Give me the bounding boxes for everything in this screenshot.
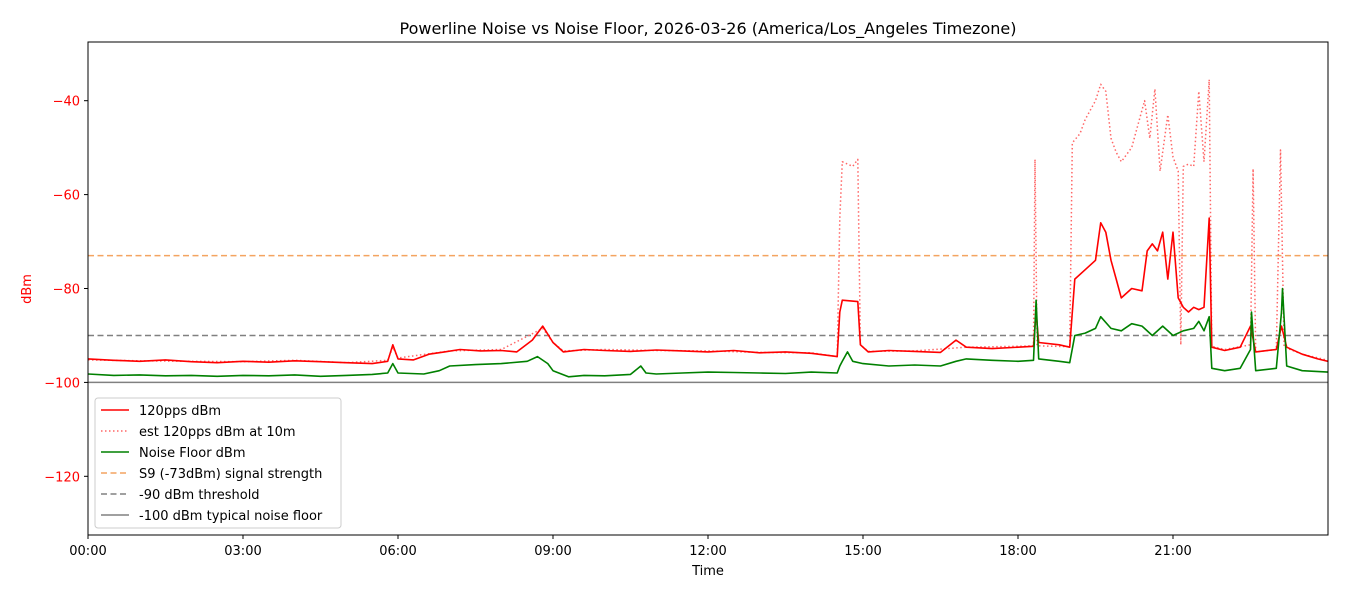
series-line-1 xyxy=(88,78,1328,364)
legend-box xyxy=(94,397,342,529)
y-axis-label: dBm xyxy=(20,274,35,304)
legend-label-5: -100 dBm typical noise floor xyxy=(139,509,323,524)
legend: 120pps dBm est 120pps dBm at 10m Noise Flo… xyxy=(94,397,342,529)
legend-label-2: Noise Floor dBm xyxy=(139,446,246,461)
series-line-2 xyxy=(88,287,1328,378)
y-tick-label-0: −40 xyxy=(53,95,80,110)
y-tick-label-3: −100 xyxy=(44,376,80,391)
y-tick-label-2: −80 xyxy=(53,283,80,298)
legend-label-3: S9 (-73dBm) signal strength xyxy=(139,467,322,482)
series-line-0 xyxy=(88,217,1328,365)
x-axis-label: Time xyxy=(691,564,724,579)
x-tick-label-0: 00:00 xyxy=(69,544,106,559)
legend-label-4: -90 dBm threshold xyxy=(139,488,260,503)
y-tick-label-1: −60 xyxy=(53,189,80,204)
series-layer xyxy=(88,78,1328,378)
x-tick-label-5: 15:00 xyxy=(844,544,881,559)
reference-lines xyxy=(88,254,1328,384)
legend-label-0: 120pps dBm xyxy=(139,404,221,419)
x-tick-label-6: 18:00 xyxy=(999,544,1036,559)
legend-label-1: est 120pps dBm at 10m xyxy=(139,425,296,440)
x-axis: 00:00 03:00 06:00 09:00 12:00 15:00 18:00 21:00 xyxy=(69,535,1192,559)
y-tick-label-4: −120 xyxy=(44,470,80,485)
x-tick-label-1: 03:00 xyxy=(224,544,261,559)
x-tick-label-7: 21:00 xyxy=(1154,544,1191,559)
x-tick-label-2: 06:00 xyxy=(379,544,416,559)
chart-title: Powerline Noise vs Noise Floor, 2026-03-… xyxy=(400,19,1017,39)
x-tick-label-4: 12:00 xyxy=(689,544,726,559)
y-axis: −40 −60 −80 −100 −120 xyxy=(44,95,88,485)
x-tick-label-3: 09:00 xyxy=(534,544,571,559)
